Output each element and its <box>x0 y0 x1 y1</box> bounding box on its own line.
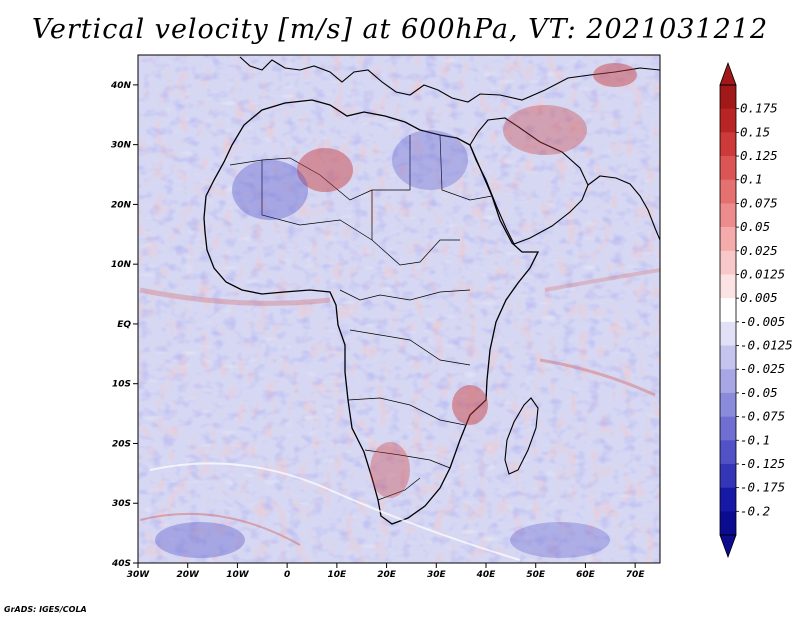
colorbar-segment <box>720 392 736 417</box>
country-borders <box>229 134 493 501</box>
colorbar-segment <box>720 463 736 488</box>
colorbar-label: 0.075 <box>740 195 778 210</box>
colorbar-segment <box>720 298 736 323</box>
colorbar-label: -0.0125 <box>740 338 793 353</box>
lat-tick-label: EQ <box>117 320 131 330</box>
plot-frame <box>137 54 661 564</box>
lon-tick-label: 50E <box>526 570 546 580</box>
lon-tick-label: 30E <box>427 570 447 580</box>
lon-tick-label: 70E <box>626 570 646 580</box>
colorbar-segment <box>720 156 736 181</box>
lat-tick-label: 30N <box>111 141 132 151</box>
africa-coastline <box>203 99 540 525</box>
colorbar-segment <box>720 85 736 109</box>
colorbar-label: 0.0125 <box>740 266 785 281</box>
chart-title: Vertical velocity [m/s] at 600hPa, VT: 2… <box>31 14 769 45</box>
longitude-axis: 30W 20W 10W 0 10E 20E 30E 40E 50E 60E 70E <box>127 563 646 580</box>
lon-tick-label: 30W <box>127 570 151 580</box>
colorbar-label: 0.175 <box>740 101 778 116</box>
lat-tick-label: 20S <box>112 439 131 449</box>
credit-label: GrADS: IGES/COLA <box>4 605 87 614</box>
colorbar-label: 0.125 <box>740 148 778 163</box>
lon-tick-label: 10W <box>226 570 250 580</box>
colorbar-segment <box>720 369 736 394</box>
colorbar: 0.175 0.15 0.125 0.1 0.075 0.05 0.025 0.0125 0.0… <box>719 61 793 559</box>
plot-area <box>138 55 660 563</box>
colorbar-segment <box>720 179 736 204</box>
colorbar-segment <box>720 440 736 465</box>
colorbar-segment <box>720 227 736 252</box>
arabia-coastline <box>469 117 589 245</box>
colorbar-top-arrow <box>719 61 737 86</box>
colorbar-segment <box>720 416 736 441</box>
asia-coastline <box>587 175 660 241</box>
colorbar-label: -0.025 <box>740 361 785 376</box>
lat-tick-label: 10N <box>111 260 132 270</box>
lat-tick-label: 20N <box>111 200 132 210</box>
lon-tick-label: 10E <box>328 570 348 580</box>
lat-tick-label: 40N <box>110 81 132 91</box>
lon-tick-label: 60E <box>576 570 596 580</box>
colorbar-label: -0.1 <box>740 432 770 447</box>
lat-tick-label: 10S <box>112 380 131 390</box>
lon-tick-label: 40E <box>476 570 497 580</box>
colorbar-label: -0.005 <box>740 314 785 329</box>
colorbar-segment <box>720 345 736 370</box>
latitude-axis: 40N 30N 20N 10N EQ 10S 20S 30S 40S <box>110 81 138 569</box>
colorbar-segment <box>720 487 736 512</box>
hotspots <box>155 63 637 558</box>
lon-tick-label: 20E <box>377 570 397 580</box>
colorbar-label: 0.005 <box>740 290 778 305</box>
colorbar-segment <box>720 274 736 299</box>
colorbar-label: -0.075 <box>740 409 785 424</box>
lat-tick-label: 30S <box>112 499 131 509</box>
colorbar-label: -0.2 <box>740 503 770 518</box>
lat-tick-label: 40S <box>111 559 131 569</box>
colorbar-label: 0.1 <box>740 172 763 187</box>
colorbar-segment <box>720 108 736 133</box>
colorbar-segment <box>720 203 736 228</box>
colorbar-segment <box>720 511 736 536</box>
colorbar-label: 0.05 <box>740 219 770 234</box>
colorbar-label: 0.15 <box>740 124 770 139</box>
lon-tick-label: 20W <box>176 570 200 580</box>
colorbar-bottom-arrow <box>719 534 737 559</box>
colorbar-segment <box>720 250 736 275</box>
colorbar-frame <box>719 84 737 536</box>
colorbar-label: 0.025 <box>740 243 778 258</box>
europe-coastline <box>239 56 660 103</box>
colorbar-label: -0.05 <box>740 385 778 400</box>
lon-tick-label: 0 <box>284 570 290 580</box>
circulation-features <box>139 268 660 561</box>
colorbar-label: -0.125 <box>740 456 785 471</box>
colorbar-label: -0.175 <box>740 480 785 495</box>
colorbar-segment <box>720 132 736 157</box>
colorbar-segment <box>720 321 736 346</box>
field-texture-white <box>138 55 660 563</box>
madagascar-coastline <box>504 397 539 475</box>
